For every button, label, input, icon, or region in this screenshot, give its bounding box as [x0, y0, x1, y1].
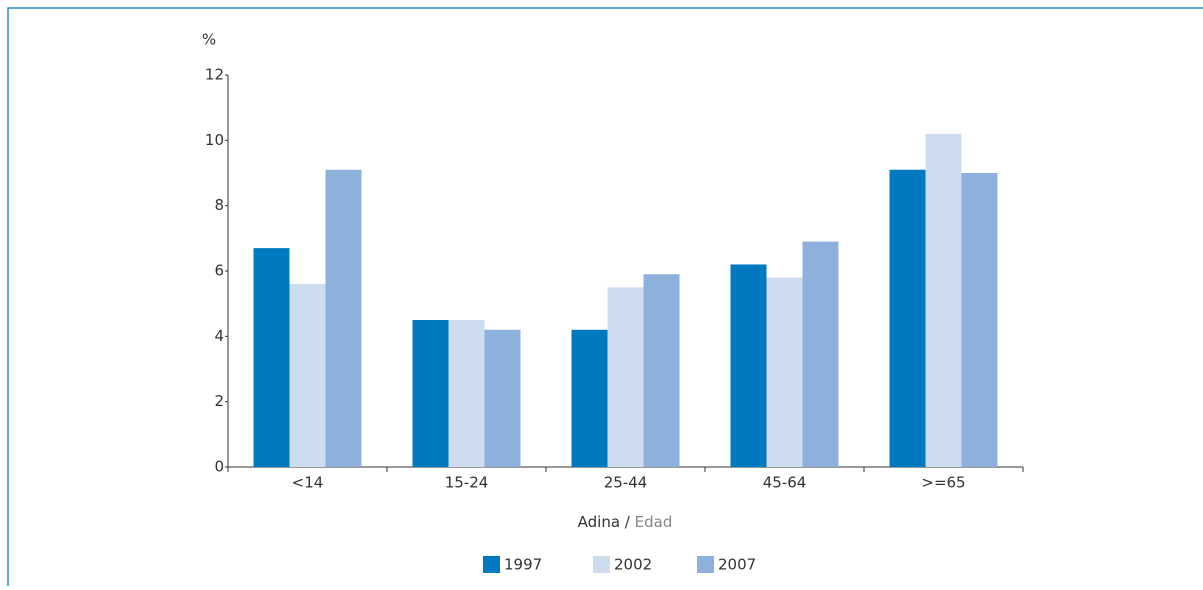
x-label-primary: Adina /: [578, 513, 631, 531]
bar: [766, 277, 803, 467]
bar: [412, 320, 449, 467]
legend-swatch: [593, 556, 610, 573]
bar: [289, 284, 326, 467]
y-tick-label: 8: [214, 196, 224, 214]
x-tick-label: >=65: [921, 474, 965, 492]
bar: [448, 320, 485, 467]
frame: [7, 7, 1203, 586]
bar: [925, 133, 962, 468]
bar: [325, 169, 362, 467]
x-tick-label: 15-24: [445, 474, 489, 492]
legend-label: 2007: [718, 556, 756, 574]
bar: [802, 241, 839, 467]
x-tick-label: 25-44: [604, 474, 648, 492]
bar: [961, 173, 998, 467]
x-tick-label: 45-64: [763, 474, 807, 492]
y-tick-label: 12: [205, 66, 224, 84]
y-tick-label: 2: [214, 392, 224, 410]
legend-label: 2002: [614, 556, 652, 574]
x-label-secondary: Edad: [635, 513, 673, 531]
y-tick-label: 4: [214, 327, 224, 345]
bar: [889, 169, 926, 467]
y-tick-label: 10: [205, 131, 224, 149]
bar: [571, 329, 608, 467]
x-tick-label: <14: [292, 474, 324, 492]
legend-swatch: [483, 556, 500, 573]
bar: [643, 274, 680, 467]
bar: [484, 329, 521, 467]
legend-swatch: [697, 556, 714, 573]
y-tick-label: 0: [214, 458, 224, 476]
unit-label: %: [202, 31, 216, 49]
bar: [607, 287, 644, 467]
x-axis-label: Adina / Edad: [578, 513, 673, 531]
bar: [253, 248, 290, 467]
bar: [730, 264, 767, 467]
legend-label: 1997: [504, 556, 542, 574]
y-tick-label: 6: [214, 262, 224, 280]
